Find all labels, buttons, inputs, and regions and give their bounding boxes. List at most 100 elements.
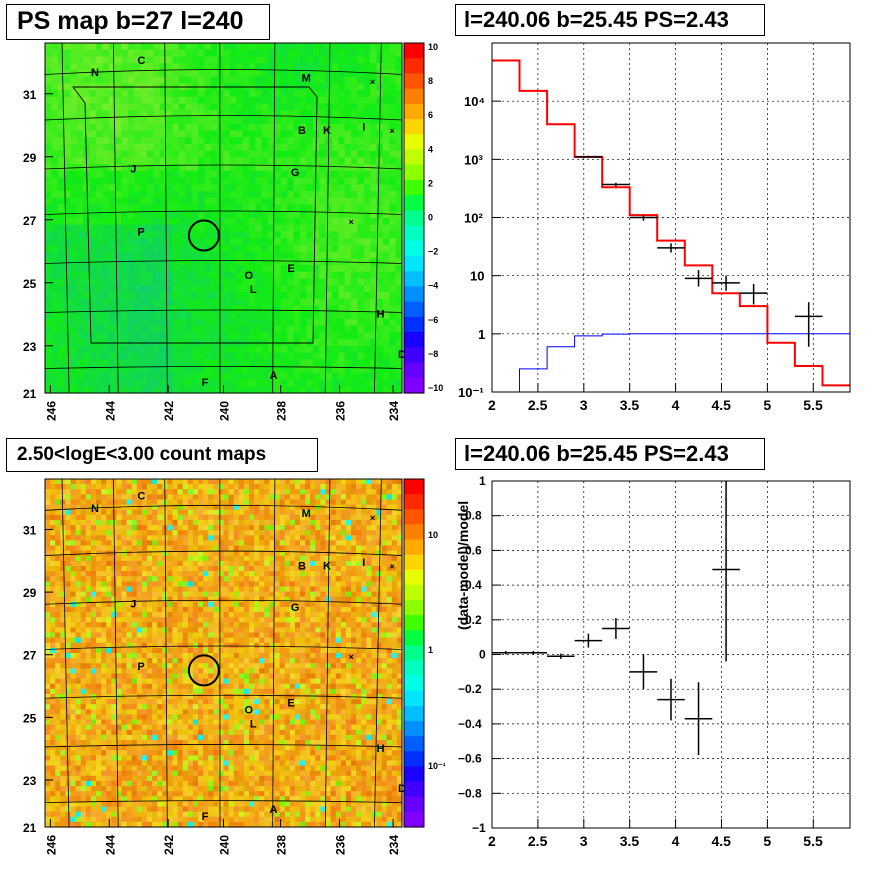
ps_map-label-l: L xyxy=(250,284,257,296)
count_map-label-o: O xyxy=(244,705,253,717)
count_map-label-j: J xyxy=(130,599,136,611)
count_map-label-m: M xyxy=(302,508,311,520)
ps_map-xtick-244: 244 xyxy=(103,401,117,421)
residuals-xtick: 3 xyxy=(580,833,588,849)
count_map-label-l: L xyxy=(250,719,257,731)
count_map-gridline xyxy=(44,504,403,511)
ps-colorbar-tick: 2 xyxy=(428,178,433,188)
spectrum-ytick: 10³ xyxy=(464,152,483,167)
residuals-ytick: −0.8 xyxy=(458,786,482,800)
data-point xyxy=(574,155,603,159)
spectrum-ytick: 1 xyxy=(478,327,485,342)
ps_map-xtick-246: 246 xyxy=(44,401,58,421)
count_map-gridline xyxy=(164,478,168,828)
ps_map-ytick-27: 27 xyxy=(23,214,37,228)
count_map-xtick-236: 236 xyxy=(334,835,348,855)
spectrum-frame xyxy=(491,42,851,393)
count_map-label-g: G xyxy=(291,602,300,614)
residuals-ytick: 0.6 xyxy=(465,543,482,557)
ps-map-title: PS map b=27 l=240 xyxy=(6,4,270,40)
ps_map-gridline xyxy=(44,164,403,170)
ps-colorbar-tick: 0 xyxy=(428,213,433,223)
residuals-xtick: 3.5 xyxy=(620,833,640,849)
spectrum-xtick: 2.5 xyxy=(528,397,548,413)
ps-colorbar-tick: 4 xyxy=(428,144,433,154)
spectrum-xtick: 2 xyxy=(488,397,496,413)
count_map-label-i: I xyxy=(362,557,365,569)
residual-point xyxy=(657,678,685,721)
count_map-cross-marker: × xyxy=(390,561,395,571)
ps-colorbar-tick: −10 xyxy=(428,383,443,393)
count-colorbar-tick: 1 xyxy=(428,645,433,655)
count-map-colorbar: 10 1 10⁻¹ xyxy=(403,478,446,828)
ps_map-label-e: E xyxy=(287,263,294,275)
residual-point xyxy=(492,651,520,655)
residuals-xtick: 2.5 xyxy=(528,833,548,849)
ps_map-label-h: H xyxy=(377,309,385,321)
count_map-cross-marker: × xyxy=(370,513,375,523)
ps-colorbar-tick: 6 xyxy=(428,110,433,120)
data-point xyxy=(684,270,713,287)
ps_map-label-b: B xyxy=(298,125,306,137)
count_map-label-h: H xyxy=(377,743,385,755)
residuals-ytick: −0.2 xyxy=(458,682,482,696)
ps_map-label-k: K xyxy=(323,125,331,137)
residuals-ytick: 0.2 xyxy=(465,613,482,627)
count_map-ytick-27: 27 xyxy=(23,649,37,663)
count_map-gridline xyxy=(272,478,276,828)
spectrum-title: l=240.06 b=25.45 PS=2.43 xyxy=(455,4,765,36)
residual-point xyxy=(712,481,740,662)
count_map-label-a: A xyxy=(269,804,277,816)
count_map-label-p: P xyxy=(137,661,144,673)
residuals-ytick: 0 xyxy=(479,648,486,662)
residual-point xyxy=(684,682,713,756)
residuals-panel: 2 2.5 3 3.5 4 4.5 5 5.5 −1 −0.8 −0.6 −0.4 −0.2 0 0.2 0.… xyxy=(455,474,851,849)
ps-colorbar-tick: −8 xyxy=(428,349,438,359)
data-point xyxy=(629,214,658,221)
count_map-label-k: K xyxy=(323,560,331,572)
spectrum-xtick: 4.5 xyxy=(711,397,731,413)
spectrum-xtick: 3.5 xyxy=(620,397,640,413)
ps-colorbar-tick: 10 xyxy=(428,42,438,52)
count-map-title: 2.50<logE<3.00 count maps xyxy=(6,438,318,472)
count_map-xtick-234: 234 xyxy=(387,835,401,855)
ps_map-gridline xyxy=(61,42,70,394)
count_map-gridline xyxy=(44,694,403,699)
ps-colorbar-tick: −4 xyxy=(428,281,438,291)
count_map-source-circle xyxy=(187,654,220,687)
residuals-ytick: 0.4 xyxy=(465,578,482,592)
count_map-ytick-25: 25 xyxy=(23,711,37,725)
residuals-ytick: −0.6 xyxy=(458,752,482,766)
spectrum-ytick: 10⁴ xyxy=(464,94,485,109)
count_map-gridline xyxy=(44,550,403,556)
ps_map-ytick-29: 29 xyxy=(23,151,37,165)
ps_map-label-g: G xyxy=(291,167,300,179)
ps_map-gridline xyxy=(164,42,168,394)
spectrum-xtick: 5.5 xyxy=(803,397,823,413)
ps-colorbar-tick: −2 xyxy=(428,247,438,257)
spectrum-ytick: 10⁻¹ xyxy=(458,385,484,400)
spectrum-ytick: 10² xyxy=(464,211,483,226)
residuals-frame xyxy=(491,480,851,829)
ps-colorbar-tick: 8 xyxy=(428,76,433,86)
residuals-ytick: 0.8 xyxy=(465,509,482,523)
ps_map-label-o: O xyxy=(244,270,253,282)
residuals-xtick: 2 xyxy=(488,833,496,849)
spectrum-ytick: 10 xyxy=(470,269,484,284)
ps_map-gridline xyxy=(113,42,119,394)
ps_map-ytick-25: 25 xyxy=(23,277,37,291)
residuals-xtick: 5.5 xyxy=(803,833,823,849)
count_map-gridline xyxy=(44,800,403,804)
count_map-ytick-29: 29 xyxy=(23,586,37,600)
ps_map-label-f: F xyxy=(202,377,209,389)
count_map-xtick-242: 242 xyxy=(162,835,176,855)
count_map-ytick-23: 23 xyxy=(23,774,37,788)
count_map-label-e: E xyxy=(287,698,294,710)
model-background-histogram xyxy=(492,333,850,393)
residuals-ylabel: (data-model)/model xyxy=(455,501,471,630)
ps_map-ytick-31: 31 xyxy=(23,88,37,102)
count_map-xtick-240: 240 xyxy=(218,835,232,855)
model-total-histogram xyxy=(492,59,850,387)
residuals-xtick: 4.5 xyxy=(711,833,731,849)
